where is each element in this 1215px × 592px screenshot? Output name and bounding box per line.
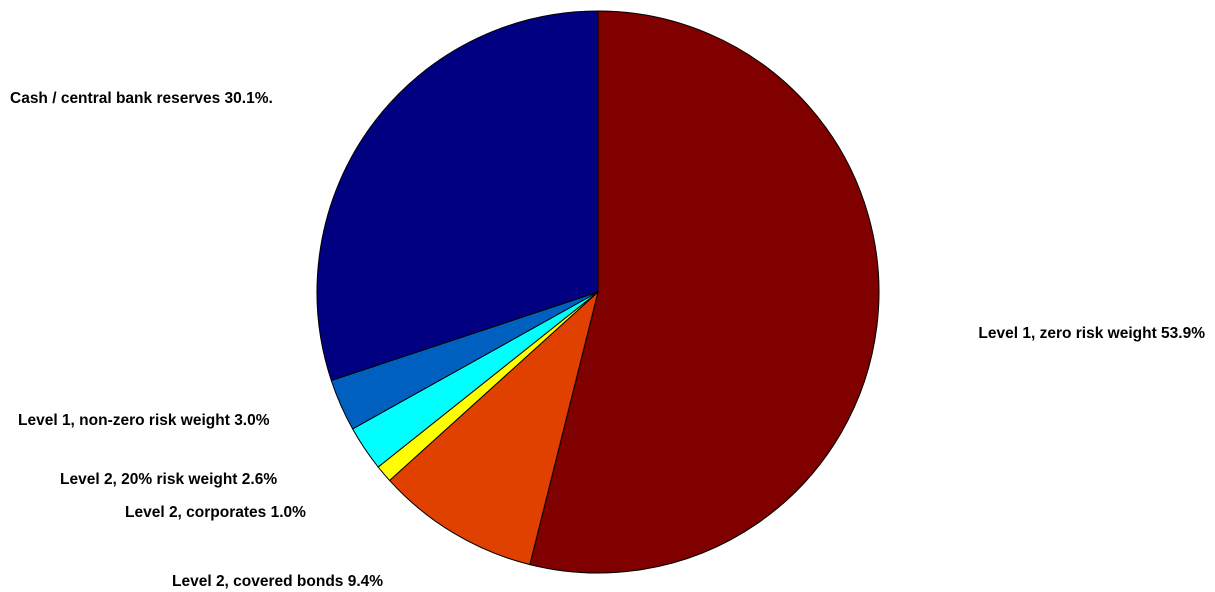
slice-label: Level 2, covered bonds 9.4%	[172, 573, 383, 590]
pie-slice	[529, 10, 880, 574]
pie-slices	[316, 10, 880, 574]
slice-label: Level 1, zero risk weight 53.9%	[978, 325, 1205, 342]
pie-slice	[388, 290, 599, 566]
slice-label: Level 2, 20% risk weight 2.6%	[60, 471, 277, 488]
pie-labels: Level 1, zero risk weight 53.9% Level 2, …	[10, 90, 1205, 590]
pie-slice	[316, 10, 599, 382]
slice-label: Level 1, non-zero risk weight 3.0%	[18, 412, 270, 429]
slice-label: Cash / central bank reserves 30.1%.	[10, 90, 273, 107]
slice-label: Level 2, corporates 1.0%	[125, 504, 306, 521]
